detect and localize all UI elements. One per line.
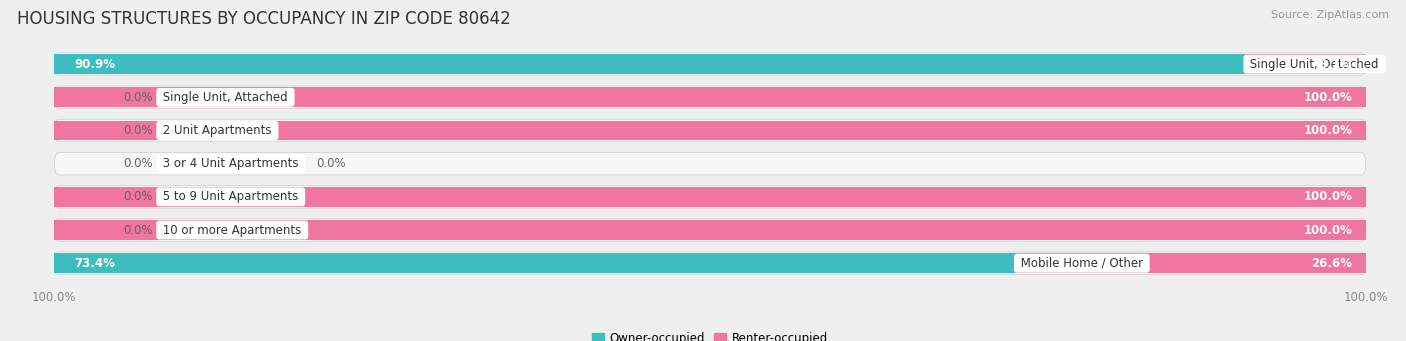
Text: 5 to 9 Unit Apartments: 5 to 9 Unit Apartments xyxy=(159,190,302,203)
Text: 100.0%: 100.0% xyxy=(1303,91,1353,104)
Text: 73.4%: 73.4% xyxy=(75,257,115,270)
Text: Single Unit, Attached: Single Unit, Attached xyxy=(159,91,291,104)
Bar xyxy=(55,253,1017,273)
Bar xyxy=(55,121,1365,140)
Bar xyxy=(55,54,1246,74)
FancyBboxPatch shape xyxy=(55,219,1365,241)
Bar xyxy=(55,187,1365,207)
Text: 100.0%: 100.0% xyxy=(1303,124,1353,137)
FancyBboxPatch shape xyxy=(55,86,1365,108)
Text: 0.0%: 0.0% xyxy=(124,91,153,104)
Text: Mobile Home / Other: Mobile Home / Other xyxy=(1017,257,1147,270)
Text: 0.0%: 0.0% xyxy=(316,157,346,170)
Text: 26.6%: 26.6% xyxy=(1312,257,1353,270)
Text: 0.0%: 0.0% xyxy=(124,224,153,237)
Legend: Owner-occupied, Renter-occupied: Owner-occupied, Renter-occupied xyxy=(586,327,834,341)
Bar xyxy=(55,220,1365,240)
Text: Single Unit, Detached: Single Unit, Detached xyxy=(1246,58,1382,71)
FancyBboxPatch shape xyxy=(55,186,1365,208)
Bar xyxy=(55,87,1365,107)
Text: 90.9%: 90.9% xyxy=(75,58,115,71)
Text: 100.0%: 100.0% xyxy=(1303,190,1353,203)
Text: 9.1%: 9.1% xyxy=(1320,58,1353,71)
Text: Source: ZipAtlas.com: Source: ZipAtlas.com xyxy=(1271,10,1389,20)
FancyBboxPatch shape xyxy=(55,152,1365,175)
Text: 2 Unit Apartments: 2 Unit Apartments xyxy=(159,124,276,137)
Text: 0.0%: 0.0% xyxy=(124,157,153,170)
Text: 0.0%: 0.0% xyxy=(124,190,153,203)
Bar xyxy=(1246,54,1365,74)
FancyBboxPatch shape xyxy=(55,252,1365,275)
Text: 3 or 4 Unit Apartments: 3 or 4 Unit Apartments xyxy=(159,157,302,170)
FancyBboxPatch shape xyxy=(55,53,1365,75)
Text: 10 or more Apartments: 10 or more Apartments xyxy=(159,224,305,237)
Text: HOUSING STRUCTURES BY OCCUPANCY IN ZIP CODE 80642: HOUSING STRUCTURES BY OCCUPANCY IN ZIP C… xyxy=(17,10,510,28)
Text: 100.0%: 100.0% xyxy=(1303,224,1353,237)
FancyBboxPatch shape xyxy=(55,119,1365,142)
Bar xyxy=(1017,253,1365,273)
Text: 0.0%: 0.0% xyxy=(124,124,153,137)
